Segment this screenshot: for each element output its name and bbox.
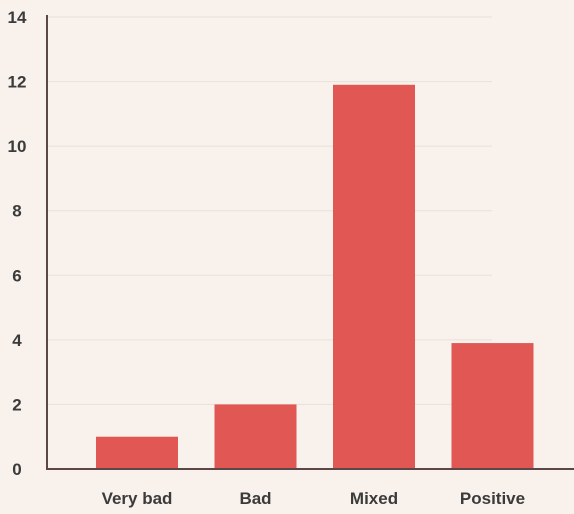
- y-tick-label: 0: [12, 460, 21, 479]
- bar: [96, 436, 178, 469]
- y-tick-label: 2: [12, 395, 21, 414]
- y-tick-labels: 0 2 4 6 8 10 12 14: [8, 8, 27, 479]
- bars: [96, 84, 534, 470]
- y-tick-label: 6: [12, 266, 21, 285]
- axes: [46, 15, 574, 470]
- gridlines: [47, 16, 492, 405]
- y-tick-label: 8: [12, 202, 21, 221]
- y-tick-label: 10: [8, 137, 27, 156]
- y-tick-label: 12: [8, 73, 27, 92]
- y-tick-label: 4: [12, 331, 22, 350]
- bar: [333, 84, 415, 470]
- bar: [451, 343, 534, 469]
- x-tick-label: Bad: [239, 489, 271, 508]
- x-tick-label: Very bad: [102, 489, 173, 508]
- bar: [214, 404, 297, 469]
- x-tick-labels: Very bad Bad Mixed Positive: [102, 489, 526, 508]
- x-tick-label: Mixed: [350, 489, 398, 508]
- x-tick-label: Positive: [460, 489, 525, 508]
- y-tick-label: 14: [8, 8, 27, 27]
